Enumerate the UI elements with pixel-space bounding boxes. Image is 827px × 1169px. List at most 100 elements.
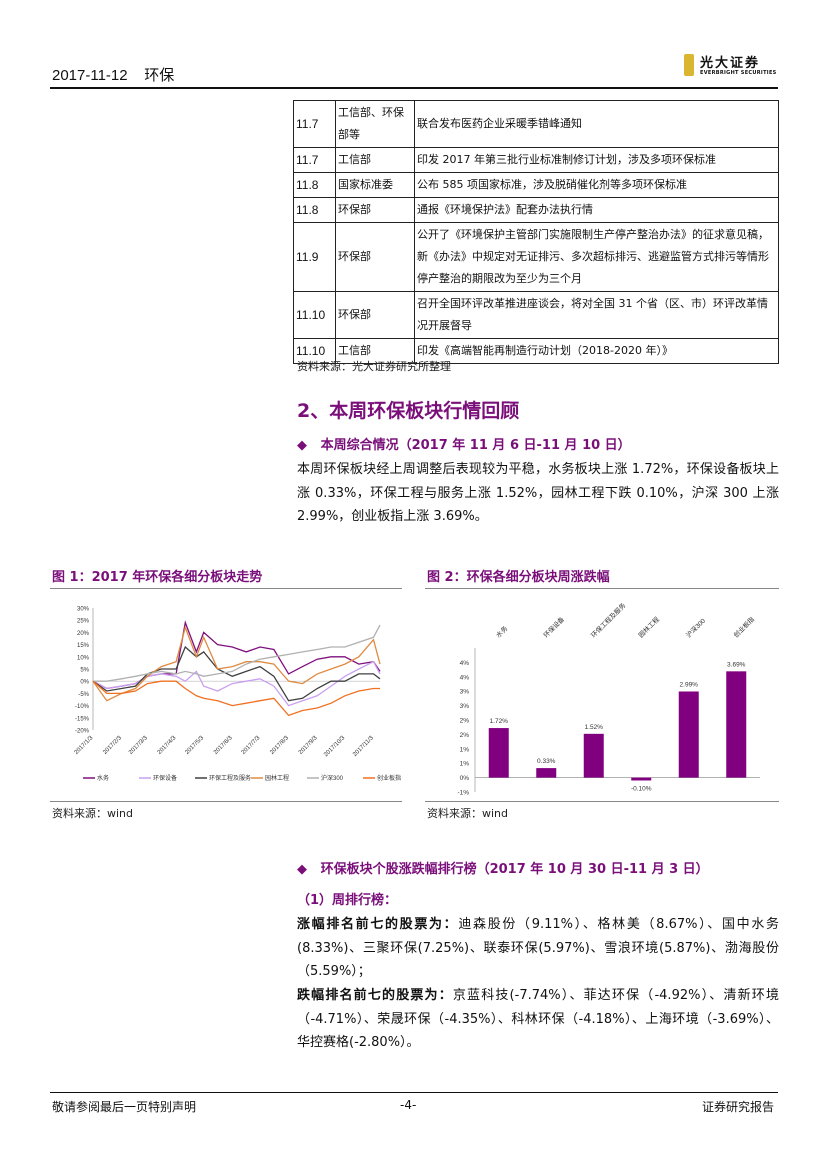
figure1-source: 资料来源：wind (52, 807, 134, 820)
y-tick-label: 20% (77, 631, 90, 637)
event-cell: 印发 2017 年第三批行业标准制修订计划，涉及多项环保标准 (414, 147, 779, 173)
bar-3 (631, 777, 652, 781)
table-row: 11.9 环保部 公开了《环境保护主管部门实施限制生产停产整治办法》的征求意见稿，新… (293, 222, 779, 292)
category-label: 创业板指 (731, 614, 756, 639)
legend-label: 环保工程及服务 (209, 774, 251, 782)
y-tick-label: 1% (460, 761, 470, 768)
diamond-bullet-icon: ◆ (297, 438, 307, 453)
event-cell: 印发《高端智能再制造行动计划（2018-2020 年）》 (414, 338, 779, 364)
org-cell: 环保部 (335, 197, 415, 223)
sub-heading-weekly: ◆ 本周综合情况（2017 年 11 月 6 日-11 月 10 日） (297, 434, 631, 453)
event-cell: 召开全国环评改革推进座谈会，将对全国 31 个省（区、市）环评改革情况开展督导 (414, 291, 779, 339)
section-title: 2、本周环保板块行情回顾 (297, 400, 520, 422)
bar-chart: 4% 4% 3% 3% 2% 2% 1% 1% 0% -1% 1.72% 水务 0.33% 环保设备 1.5… (457, 601, 760, 797)
org-cell: 工信部 (335, 338, 415, 364)
x-tick-label: 2017/10/3 (323, 735, 347, 759)
table-row: 11.7 工信部 印发 2017 年第三批行业标准制修订计划，涉及多项环保标准 (293, 147, 779, 173)
y-tick-label: 4% (460, 660, 470, 667)
y-tick-label: 5% (80, 668, 89, 674)
y-tick-label: 4% (460, 674, 470, 681)
bar-5 (726, 671, 747, 778)
data-label: 2.99% (680, 681, 699, 688)
header-date-sector: 2017-11-12 环保 (52, 64, 174, 85)
ranking-heading-text: 环保板块个股涨跌幅排行榜（2017 年 10 月 30 日-11 月 3 日） (320, 862, 709, 877)
y-tick-label: -1% (457, 790, 469, 797)
category-label: 水务 (494, 624, 510, 640)
report-date: 2017-11-12 (52, 67, 128, 84)
ranking-heading: ◆ 环保板块个股涨跌幅排行榜（2017 年 10 月 30 日-11 月 3 日… (297, 858, 709, 877)
date-cell: 11.7 (293, 100, 336, 148)
y-tick-label: 1% (460, 746, 470, 753)
bar-4 (678, 691, 699, 778)
sub-heading-text: 本周综合情况（2017 年 11 月 6 日-11 月 10 日） (320, 438, 631, 453)
y-tick-label: 25% (77, 619, 90, 625)
x-tick-label: 2017/8/3 (269, 735, 290, 756)
y-tick-label: 3% (460, 689, 470, 696)
date-cell: 11.7 (293, 147, 336, 173)
y-tick-label: 2% (460, 718, 470, 725)
x-tick-label: 2017/3/3 (128, 735, 149, 756)
top-losers-paragraph: 跌幅排名前七的股票为：京蓝科技(-7.74%）、菲达环保（-4.92%）、清新环… (297, 984, 779, 1055)
org-cell: 工信部 (335, 147, 415, 173)
gainers-text: 迪森股份（9.11%）、格林美（8.67%）、国中水务(8.33%)、三聚环保(… (297, 917, 779, 979)
event-cell: 联合发布医药企业采暖季错峰通知 (414, 100, 779, 148)
everbright-logo: 光大证券 EVERBRIGHT SECURITIES (684, 52, 779, 82)
data-label: 1.52% (585, 724, 604, 731)
line-chart: 30%25%20%15%10%5%0%-5%-10%-15%-20%2017/1… (74, 607, 401, 783)
footer-disclaimer: 敬请参阅最后一页特别声明 (52, 1100, 197, 1114)
y-tick-label: -5% (78, 692, 89, 698)
losers-label: 跌幅排名前七的股票为： (297, 988, 453, 1003)
figure2-source: 资料来源：wind (427, 807, 509, 820)
bar-1 (536, 768, 557, 778)
weekly-summary-paragraph: 本周环保板块经上周调整后表现较为平稳，水务板块上涨 1.72%，环保设备板块上涨… (297, 462, 779, 524)
bar-2 (583, 733, 604, 778)
x-tick-label: 2017/4/3 (157, 735, 178, 756)
table-row: 11.8 环保部 通报《环境保护法》配套办法执行情 (293, 197, 779, 223)
series-line-4 (93, 624, 381, 682)
logo-en: EVERBRIGHT SECURITIES (700, 70, 777, 76)
category-label: 环保设备 (541, 614, 566, 639)
logo-mark-icon (684, 54, 694, 76)
legend-label: 环保设备 (153, 774, 177, 782)
y-tick-label: -10% (75, 704, 90, 710)
y-tick-label: 10% (77, 655, 90, 661)
footer-report-type: 证券研究报告 (702, 1100, 775, 1114)
category-label: 环保工程及服务 (589, 601, 628, 640)
event-cell: 通报《环境保护法》配套办法执行情 (414, 197, 779, 223)
table-row: 11.7 工信部、环保部等 联合发布医药企业采暖季错峰通知 (293, 100, 779, 148)
date-cell: 11.8 (293, 197, 336, 223)
category-label: 沪深300 (684, 616, 707, 639)
x-tick-label: 2017/11/3 (352, 735, 375, 758)
weekly-ranking-subheading: （1）周排行榜： (297, 893, 398, 908)
top-gainers-paragraph: 涨幅排名前七的股票为：迪森股份（9.11%）、格林美（8.67%）、国中水务(8… (297, 913, 779, 984)
x-tick-label: 2017/6/3 (213, 735, 234, 756)
org-cell: 环保部 (335, 222, 415, 292)
org-cell: 工信部、环保部等 (335, 100, 415, 148)
y-tick-label: 3% (460, 703, 470, 710)
x-tick-label: 2017/5/3 (184, 735, 205, 756)
y-tick-label: 2% (460, 732, 470, 739)
event-cell: 公布 585 项国家标准，涉及脱硝催化剂等多项环保标准 (414, 172, 779, 198)
gainers-label: 涨幅排名前七的股票为： (297, 917, 459, 932)
y-tick-label: -20% (75, 729, 90, 735)
header-divider (50, 87, 778, 89)
x-tick-label: 2017/2/3 (102, 735, 123, 756)
data-label: 0.33% (537, 758, 556, 765)
report-sector: 环保 (144, 67, 175, 84)
y-tick-label: 30% (77, 607, 90, 613)
figure2-bottom-rule (425, 801, 779, 802)
series-line-2 (92, 645, 381, 702)
news-table: 11.7 工信部、环保部等 联合发布医药企业采暖季错峰通知 11.7 工信部 印发 201… (293, 100, 779, 364)
data-label: 3.69% (727, 661, 746, 668)
table-row: 11.10 工信部 印发《高端智能再制造行动计划（2018-2020 年）》 (293, 338, 779, 364)
table-row: 11.8 国家标准委 公布 585 项国家标准，涉及脱硝催化剂等多项环保标准 (293, 172, 779, 198)
x-tick-label: 2017/1/3 (74, 735, 95, 756)
page-number: -4- (400, 1098, 417, 1112)
losers-text: 京蓝科技(-7.74%）、菲达环保（-4.92%）、清新环境（-4.71%）、荣… (297, 988, 779, 1050)
bar-0 (488, 728, 509, 778)
diamond-bullet-icon: ◆ (297, 862, 307, 877)
date-cell: 11.10 (293, 338, 336, 364)
y-tick-label: -15% (75, 716, 90, 722)
table-row: 11.10 环保部 召开全国环评改革推进座谈会，将对全国 31 个省（区、市）环评改… (293, 291, 779, 339)
